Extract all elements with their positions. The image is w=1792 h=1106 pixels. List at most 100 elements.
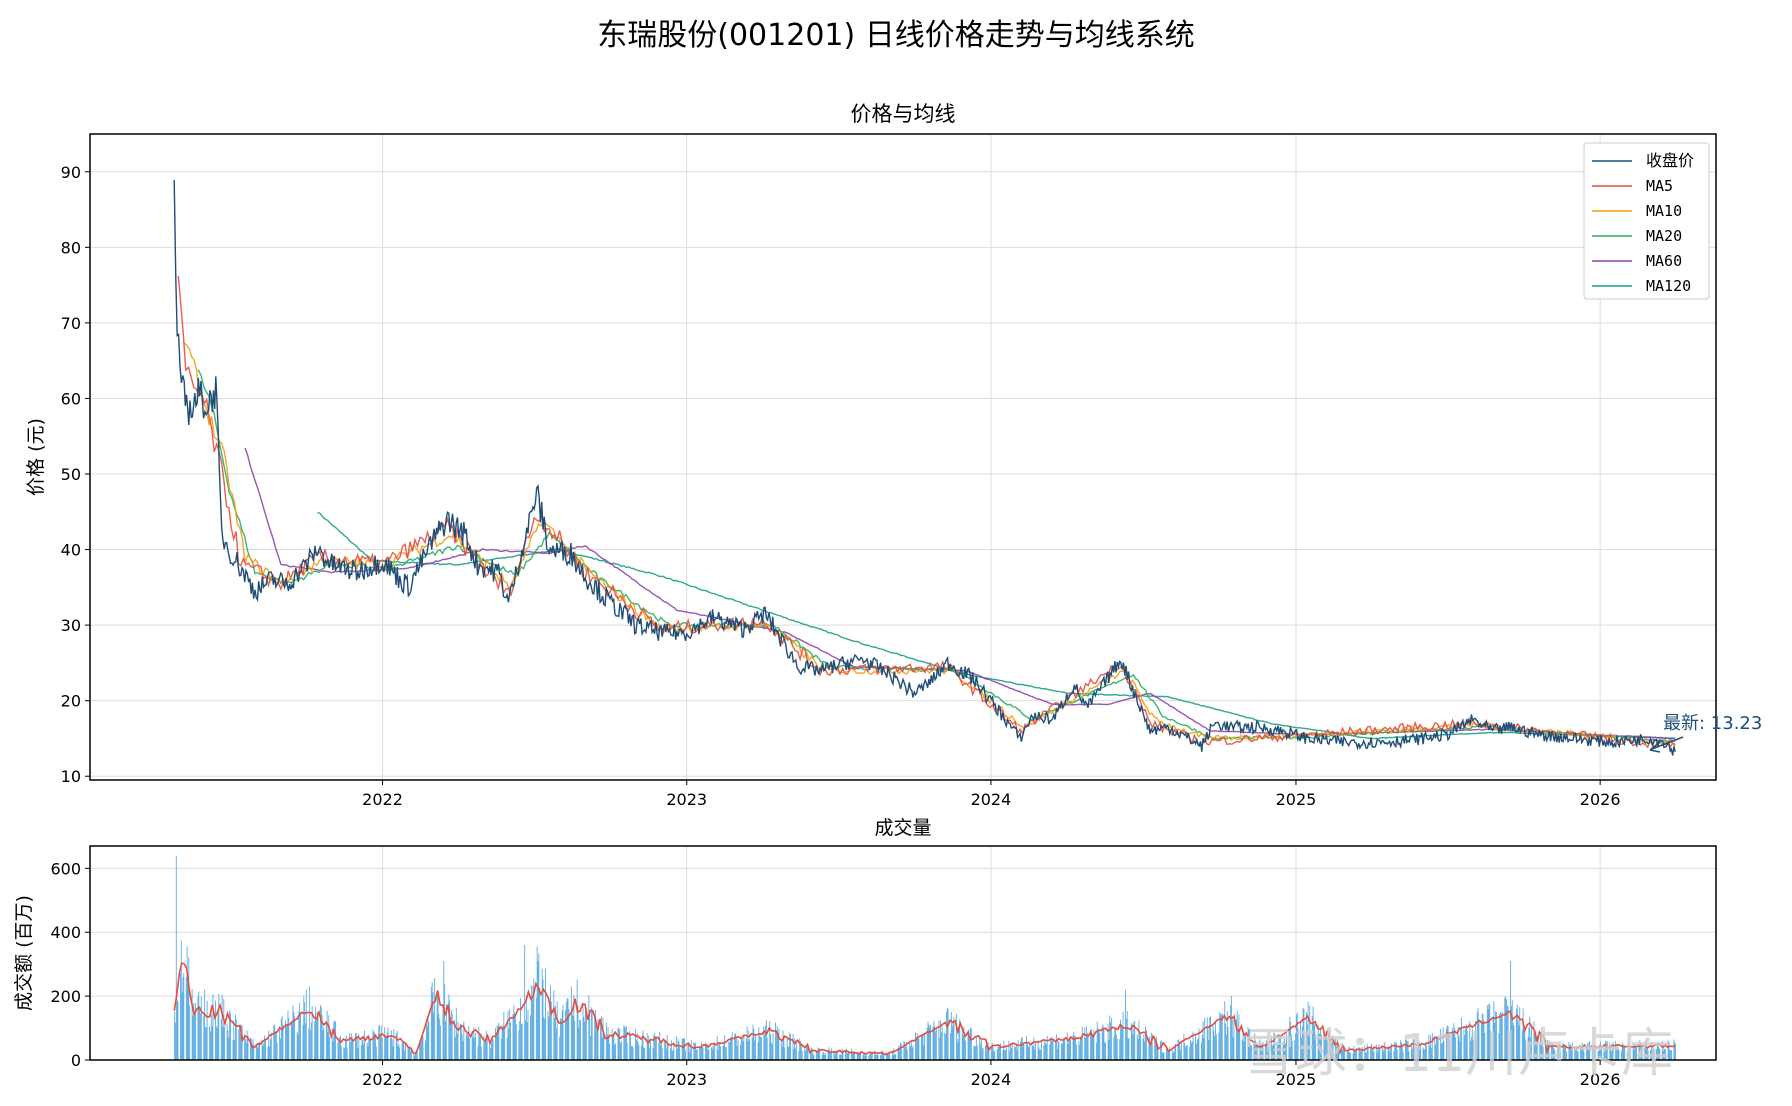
volume-bar [1576,1051,1578,1060]
volume-bar [865,1053,867,1060]
volume-bar [1604,1051,1606,1060]
volume-bar [661,1048,663,1060]
volume-bar [1524,1030,1526,1060]
volume-bar [1487,1009,1489,1060]
volume-bar [1318,1034,1320,1060]
volume-bar [1588,1042,1590,1060]
volume-bar [203,1015,205,1060]
volume-bar [1163,1052,1165,1060]
volume-bar [189,1005,191,1060]
volume-bar [234,1040,236,1060]
volume-bar [823,1052,825,1060]
volume-bar [1417,1040,1419,1060]
volume-bar [317,1012,319,1060]
volume-bar [1422,1047,1424,1060]
volume-bar [1371,1048,1373,1060]
volume-bar [935,1028,937,1060]
volume-bar [1557,1043,1559,1060]
volume-bar [988,1046,990,1060]
volume-bar [947,1008,949,1060]
volume-bar [1249,1029,1251,1060]
volume-bar [702,1047,704,1060]
volume-bar [352,1039,354,1060]
volume-bar [1283,1040,1285,1060]
volume-bar [261,1039,263,1060]
volume-bar [643,1047,645,1060]
volume-bar [735,1033,736,1060]
volume-bar [636,1032,638,1060]
volume-bar [525,1020,526,1060]
volume-bar [1052,1038,1054,1060]
volume-bar [247,1035,249,1060]
volume-bar [1301,1026,1303,1060]
volume-bar [1093,1030,1095,1060]
volume-bar [480,1046,482,1060]
volume-bar [1237,1028,1239,1060]
volume-bar [1463,1028,1465,1060]
volume-bar [1370,1043,1372,1060]
volume-bar [783,1037,785,1060]
volume-bar [962,1035,964,1060]
volume-bar [572,1016,574,1060]
volume-bar [1317,1024,1319,1060]
volume-bar [471,1031,473,1060]
volume-bar [614,1044,616,1060]
volume-bar [1671,1050,1672,1060]
volume-bar [929,1027,931,1060]
volume-bar [778,1028,780,1060]
volume-bar [265,1039,266,1060]
volume-bar [1040,1040,1042,1060]
volume-bar [509,1008,511,1060]
volume-bar [410,1049,412,1060]
volume-bar [993,1050,995,1060]
volume-bar [1512,1022,1514,1060]
volume-bar [847,1053,849,1060]
volume-bar [1070,1039,1071,1060]
series-line-ma10 [183,342,1676,747]
volume-bar [917,1037,919,1060]
volume-bar [245,1043,247,1060]
volume-bar [729,1041,731,1060]
volume-bar [541,968,543,1060]
volume-bar [1209,1017,1211,1060]
volume-bar [490,1047,491,1060]
volume-bar [1142,1038,1144,1060]
volume-bar [619,1028,621,1060]
volume-bar [491,1039,493,1060]
volume-bar [725,1047,726,1060]
volume-bar [1107,1023,1109,1060]
volume-bar [863,1054,865,1060]
volume-x-tick-label: 2025 [1276,1070,1317,1089]
volume-bar [351,1037,353,1060]
volume-bar [877,1054,879,1060]
volume-bar [1378,1044,1380,1060]
volume-bar [805,1050,806,1060]
volume-bar [1300,1037,1302,1060]
price-x-tick-label: 2022 [362,790,403,809]
volume-bar [366,1042,368,1060]
volume-bar [334,1020,336,1060]
volume-bar [253,1044,255,1060]
volume-bar [309,986,311,1060]
volume-bar [187,975,189,1060]
volume-bar [427,1017,429,1060]
volume-bar [945,1012,947,1060]
volume-bar [520,998,521,1060]
volume-bar [921,1033,923,1060]
volume-bar [1414,1042,1416,1060]
volume-bar [755,1033,756,1060]
volume-bar [804,1049,806,1060]
volume-bar [1516,1004,1518,1060]
volume-bar [945,1034,946,1060]
volume-bar [199,1006,201,1060]
volume-bar [1605,1042,1607,1060]
volume-bar [1253,1043,1255,1060]
volume-bar [991,1043,993,1060]
volume-bar [329,1037,331,1060]
volume-bar [1075,1044,1077,1060]
volume-bar [177,1001,179,1060]
volume-bar [1377,1049,1379,1060]
volume-bar [297,1034,299,1060]
volume-bar [451,1013,453,1060]
volume-bar [472,1037,474,1060]
